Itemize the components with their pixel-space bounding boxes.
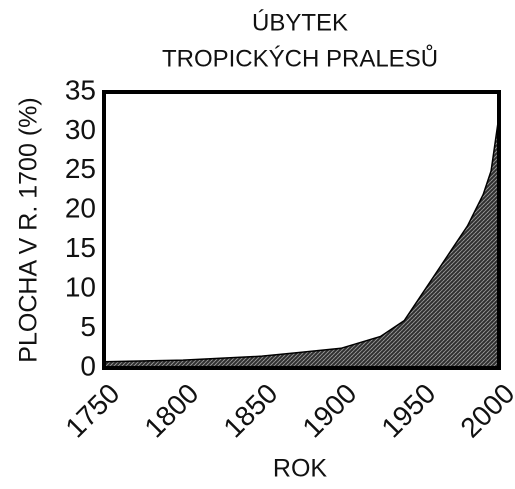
y-tick-label: 35 — [65, 74, 96, 105]
x-tick-label: 1900 — [296, 378, 362, 444]
x-axis-label: ROK — [273, 455, 328, 483]
x-tick-label: 1850 — [217, 378, 283, 444]
x-tick-label: 1800 — [138, 378, 204, 444]
y-tick-label: 30 — [65, 114, 96, 145]
y-tick-label: 25 — [65, 153, 96, 184]
y-tick-label: 10 — [65, 272, 96, 303]
area — [103, 115, 500, 369]
chart-title: ÚBYTEK — [252, 9, 348, 36]
x-tick-label: 2000 — [454, 378, 515, 444]
y-axis-label: PLOCHA V R. 1700 (%) — [15, 97, 43, 362]
y-tick-label: 0 — [80, 350, 96, 381]
y-tick-label: 20 — [65, 193, 96, 224]
y-tick-label: 5 — [80, 311, 96, 342]
x-tick-label: 1750 — [59, 378, 125, 444]
chart-title: TROPICKÝCH PRALESŮ — [162, 43, 438, 72]
plot-frame — [102, 90, 501, 370]
y-tick-label: 15 — [65, 232, 96, 263]
x-tick-label: 1950 — [375, 378, 441, 444]
